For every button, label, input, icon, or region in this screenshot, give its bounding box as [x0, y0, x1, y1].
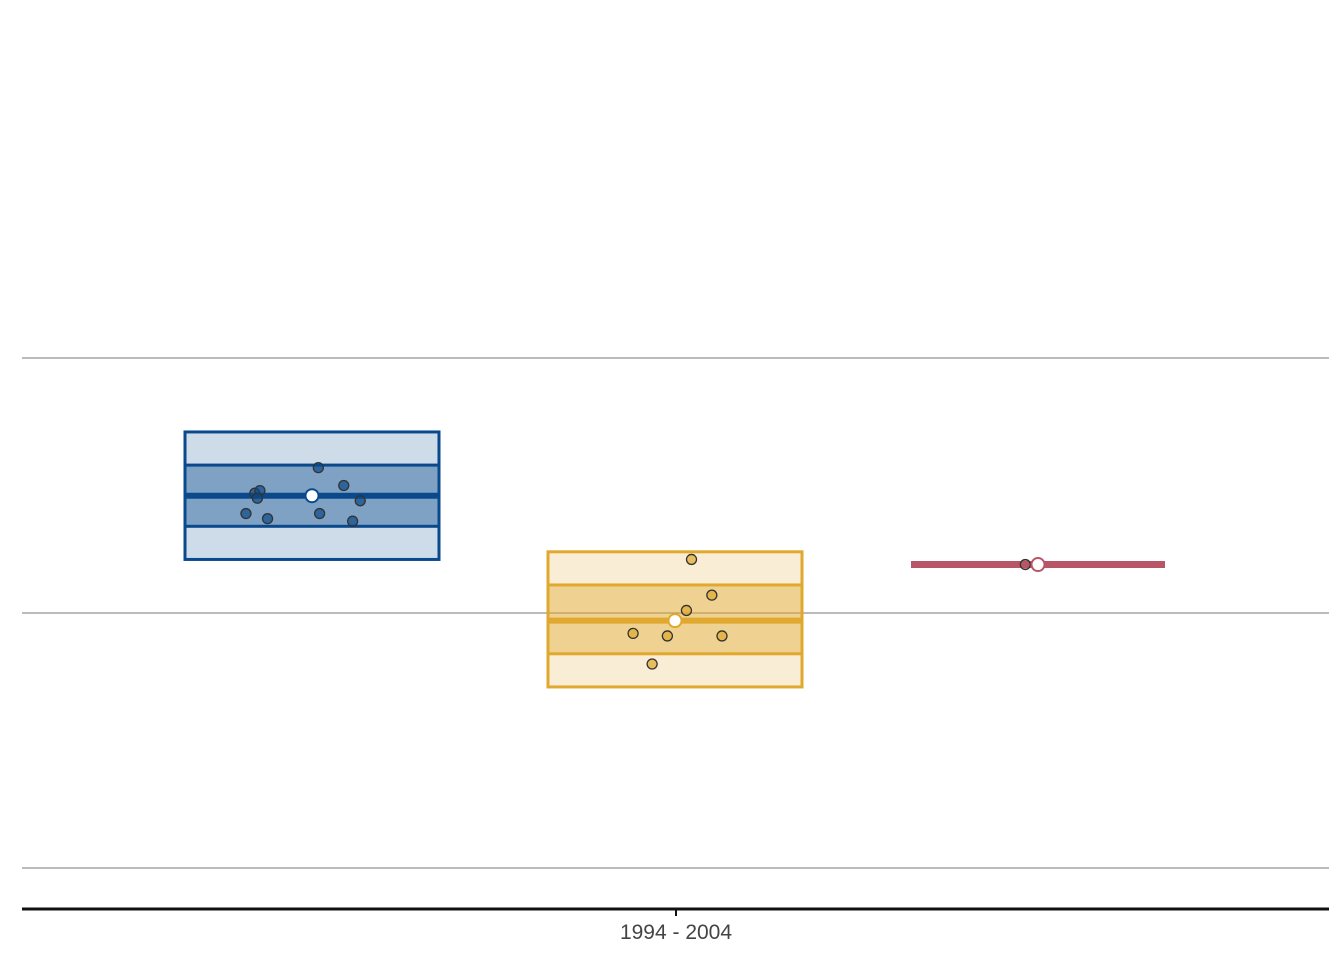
data-point	[646, 658, 658, 670]
mean-marker	[1030, 557, 1046, 573]
mean-marker	[304, 488, 320, 504]
x-tick-label: 1994 - 2004	[620, 921, 732, 944]
gridlines	[22, 357, 1329, 869]
data-point	[716, 630, 728, 642]
data-point	[338, 479, 350, 492]
data-point	[627, 627, 639, 640]
box-group-3	[911, 557, 1165, 573]
data-point	[312, 461, 325, 474]
box-group-1	[183, 430, 441, 561]
data-point	[240, 507, 252, 520]
data-point	[685, 553, 698, 566]
box-group-2	[546, 550, 804, 689]
data-point	[261, 513, 274, 525]
mean-marker	[667, 613, 683, 629]
data-point	[706, 589, 718, 601]
boxes	[183, 430, 1165, 689]
data-point	[313, 507, 326, 520]
data-point	[346, 515, 359, 527]
data-point	[680, 604, 693, 617]
data-point	[1019, 558, 1031, 571]
data-point	[354, 495, 366, 507]
data-point	[661, 630, 674, 642]
data-point	[251, 492, 264, 504]
